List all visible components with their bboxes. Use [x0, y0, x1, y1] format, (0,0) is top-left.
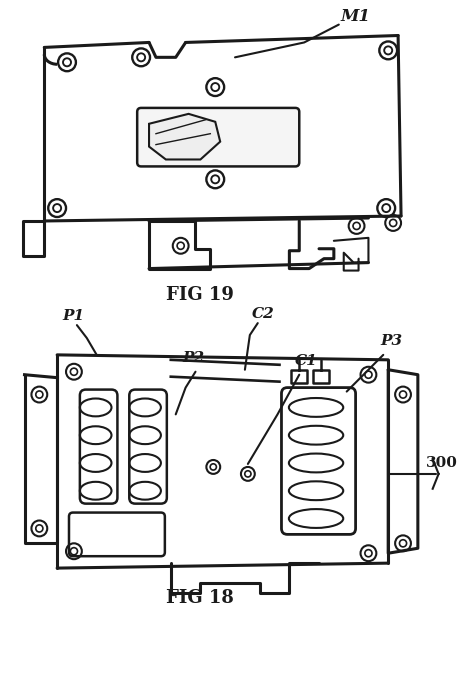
- Text: P3: P3: [380, 334, 402, 348]
- Text: FIG 19: FIG 19: [166, 286, 234, 305]
- Text: M1: M1: [341, 7, 371, 24]
- Text: P1: P1: [62, 309, 84, 323]
- FancyBboxPatch shape: [137, 108, 299, 167]
- Text: 300: 300: [426, 456, 457, 470]
- Text: C2: C2: [252, 307, 274, 321]
- Polygon shape: [149, 114, 220, 160]
- Text: FIG 18: FIG 18: [166, 589, 234, 607]
- Text: C1: C1: [295, 354, 318, 368]
- Text: P2: P2: [182, 351, 205, 365]
